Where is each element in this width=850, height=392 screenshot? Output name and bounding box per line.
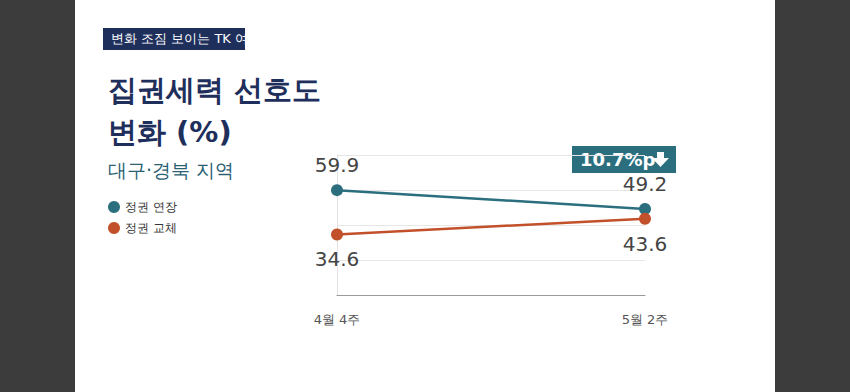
svg-text:변화 (%): 변화 (%) <box>108 115 232 149</box>
svg-text:5월 2주: 5월 2주 <box>622 312 669 327</box>
svg-text:정권 연장: 정권 연장 <box>125 200 177 214</box>
svg-text:대구·경북 지역: 대구·경북 지역 <box>108 159 234 181</box>
svg-text:34.6: 34.6 <box>315 247 360 271</box>
svg-text:10.7%p: 10.7%p <box>580 149 655 170</box>
svg-text:변화 조짐 보이는 TK 여론: 변화 조짐 보이는 TK 여론 <box>111 31 261 46</box>
svg-text:정권 교체: 정권 교체 <box>125 221 177 235</box>
svg-text:43.6: 43.6 <box>623 232 668 256</box>
svg-text:49.2: 49.2 <box>623 172 668 196</box>
svg-text:4월 4주: 4월 4주 <box>314 312 361 327</box>
svg-text:집권세력 선호도: 집권세력 선호도 <box>108 73 321 107</box>
svg-text:59.9: 59.9 <box>315 153 360 177</box>
